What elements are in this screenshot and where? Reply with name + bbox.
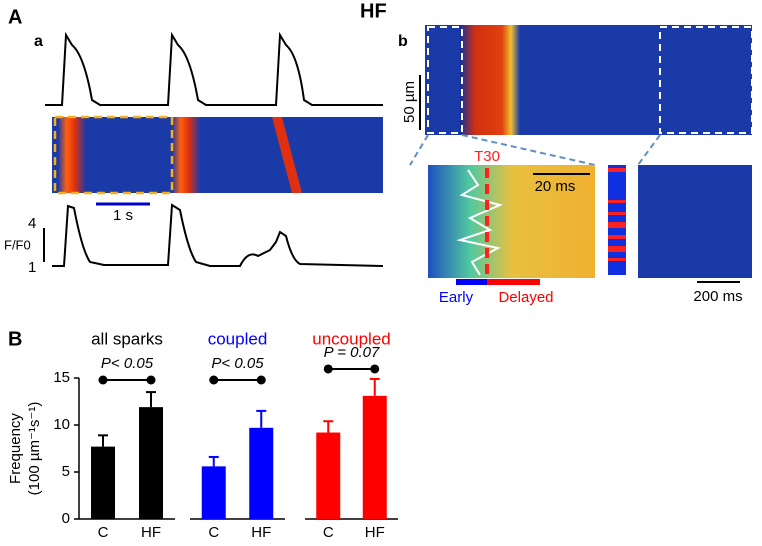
y-tick-label: 15 xyxy=(53,369,70,386)
zoom-line xyxy=(637,134,661,166)
class-strip-marks xyxy=(608,168,626,261)
chart-title: all sparks xyxy=(91,329,163,348)
scale-label: 1 s xyxy=(113,207,133,224)
y-tick-label: 10 xyxy=(53,416,70,433)
zoom-image xyxy=(428,165,595,278)
significance-dot xyxy=(98,375,108,385)
y-axis-label: (100 µm⁻¹s⁻¹) xyxy=(26,402,43,496)
axis-label: 1 xyxy=(28,259,36,276)
group-label: HF xyxy=(360,0,387,22)
bar xyxy=(362,395,387,519)
panel-label: A xyxy=(8,6,22,28)
scale-label: 50 µm xyxy=(401,81,418,123)
bar xyxy=(139,407,163,519)
t30-label: T30 xyxy=(474,148,500,165)
axis-label: F/F0 xyxy=(4,237,31,252)
bar xyxy=(91,446,115,519)
bar xyxy=(249,427,274,519)
annotation: P< 0.05 xyxy=(211,355,264,372)
action-potential xyxy=(45,31,383,106)
y-tick-label: 5 xyxy=(62,463,70,480)
scale-label: 20 ms xyxy=(535,178,576,195)
ca-release xyxy=(172,117,200,193)
significance-dot xyxy=(209,375,219,385)
zoom-image xyxy=(638,165,752,278)
x-tick-label: C xyxy=(323,524,334,541)
linescan xyxy=(52,117,383,193)
panel-label: B xyxy=(8,328,22,350)
selection-box xyxy=(659,26,753,134)
chart-title: uncoupled xyxy=(312,329,390,348)
significance-dot xyxy=(323,364,333,374)
scale-label: 200 ms xyxy=(693,288,742,305)
y-axis-label: Frequency xyxy=(7,413,24,484)
sub-label: a xyxy=(34,33,43,50)
zoom-line xyxy=(461,134,596,166)
ca-release xyxy=(58,117,86,193)
bar xyxy=(316,432,341,519)
x-tick-label: C xyxy=(208,524,219,541)
x-tick-label: HF xyxy=(365,524,385,541)
significance-dot xyxy=(370,364,380,374)
selection-box xyxy=(427,26,463,134)
y-tick-label: 0 xyxy=(62,510,70,527)
bar xyxy=(201,466,226,519)
annotation: P = 0.07 xyxy=(324,344,380,361)
chart-title: coupled xyxy=(208,329,268,348)
fluorescence-trace xyxy=(52,203,384,267)
sub-label: b xyxy=(398,33,408,50)
significance-dot xyxy=(256,375,266,385)
selection-box xyxy=(53,115,174,195)
annotation: P< 0.05 xyxy=(101,355,154,372)
significance-dot xyxy=(146,375,156,385)
ca-release xyxy=(460,25,520,135)
x-tick-label: HF xyxy=(251,524,271,541)
x-tick-label: C xyxy=(98,524,109,541)
delayed-label: Delayed xyxy=(498,289,553,306)
axis-label: 4 xyxy=(28,215,36,232)
x-tick-label: HF xyxy=(141,524,161,541)
ca-wave xyxy=(272,117,302,193)
zoom-line xyxy=(409,134,429,166)
early-label: Early xyxy=(439,289,474,306)
